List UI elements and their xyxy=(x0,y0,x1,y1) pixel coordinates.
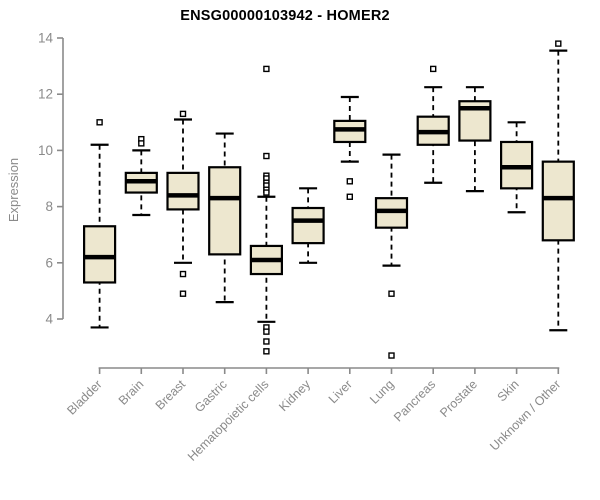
x-tick-label: Prostate xyxy=(437,377,480,420)
iqr-box xyxy=(82,225,117,284)
outlier-point xyxy=(263,328,270,335)
box-lung xyxy=(374,153,409,359)
box-hematopoietic-cells xyxy=(249,65,283,355)
iqr-box xyxy=(541,160,575,242)
x-tick-label: Brain xyxy=(116,377,147,408)
box-skin xyxy=(500,121,534,214)
box-brain xyxy=(124,135,158,217)
box-bladder xyxy=(82,119,117,329)
outlier-point xyxy=(96,119,103,126)
y-tick-label: 14 xyxy=(38,31,54,46)
x-tick-label: Unknown / Other xyxy=(487,377,563,453)
iqr-box xyxy=(291,206,325,245)
outlier-point xyxy=(430,65,437,73)
box-breast xyxy=(166,110,200,297)
box-prostate xyxy=(458,86,492,193)
box-unknown-other xyxy=(541,40,575,332)
x-tick-label: Bladder xyxy=(64,377,104,417)
box-kidney xyxy=(291,187,325,264)
box-gastric xyxy=(208,132,242,304)
x-tick-label: Lung xyxy=(367,377,397,407)
outlier-point xyxy=(346,178,353,185)
outlier-point xyxy=(179,270,187,278)
outlier-point xyxy=(263,65,270,73)
y-tick-label: 4 xyxy=(45,312,53,327)
outlier-point xyxy=(263,348,270,355)
outlier-point xyxy=(138,140,145,147)
iqr-box xyxy=(208,166,242,256)
x-tick-label: Skin xyxy=(495,377,522,404)
outlier-point xyxy=(388,290,395,297)
box-pancreas xyxy=(416,65,450,184)
y-tick-label: 8 xyxy=(45,199,53,214)
x-tick-label: Gastric xyxy=(192,377,230,415)
x-tick-label: Kidney xyxy=(276,377,313,414)
x-tick-label: Breast xyxy=(153,377,189,413)
x-tick-label: Liver xyxy=(326,377,355,406)
outlier-point xyxy=(179,290,187,297)
outlier-point xyxy=(179,110,187,118)
y-tick-label: 10 xyxy=(38,143,53,158)
iqr-box xyxy=(166,171,200,211)
outlier-point xyxy=(263,152,270,160)
x-tick-label: Pancreas xyxy=(391,377,438,424)
outlier-point xyxy=(263,189,270,196)
chart-title: ENSG00000103942 - HOMER2 xyxy=(180,8,390,24)
box-liver xyxy=(333,95,367,200)
outlier-point xyxy=(263,338,270,345)
y-tick-label: 12 xyxy=(38,87,53,102)
outlier-point xyxy=(346,193,353,200)
x-tick-label: Hematopoietic cells xyxy=(185,377,272,464)
outlier-point xyxy=(388,352,395,359)
outlier-point xyxy=(555,40,562,47)
y-tick-label: 6 xyxy=(45,255,53,270)
